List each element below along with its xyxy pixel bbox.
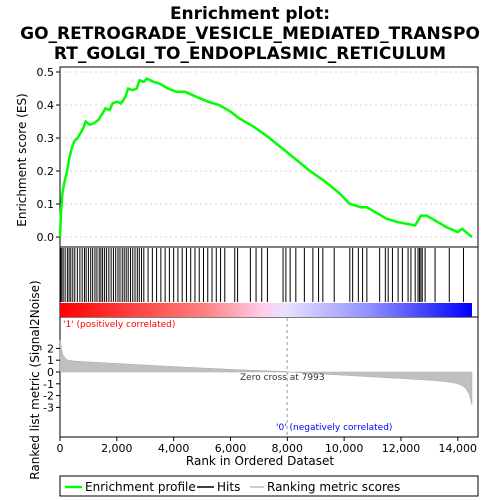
x-axis-label: Rank in Ordered Dataset xyxy=(186,454,334,468)
x-tick-label: 14,000 xyxy=(439,442,478,455)
es-tick-label: 0.4 xyxy=(37,99,55,112)
x-tick-label: 2,000 xyxy=(101,442,133,455)
metric-tick-label: -3 xyxy=(43,401,54,414)
enrichment-profile-line xyxy=(58,77,473,238)
metric-tick-label: -2 xyxy=(43,390,54,403)
chart-title-line1: Enrichment plot: xyxy=(170,4,330,24)
es-tick-label: 0.3 xyxy=(37,132,55,145)
negative-correlation-label: '0' (negatively correlated) xyxy=(276,423,392,433)
metric-tick-label: 2 xyxy=(47,342,54,355)
es-tick-label: 0.5 xyxy=(37,66,55,79)
metric-axis-label: Ranked list metric (Signal2Noise) xyxy=(28,280,42,479)
es-tick-label: 0.0 xyxy=(37,231,55,244)
metric-tick-label: 1 xyxy=(47,354,54,367)
legend-metric-label: Ranking metric scores xyxy=(267,480,400,494)
metric-tick-label: -1 xyxy=(43,378,54,391)
x-tick-label: 8,000 xyxy=(272,442,304,455)
x-tick-label: 6,000 xyxy=(215,442,247,455)
rank-color-bar xyxy=(60,303,472,317)
legend-box xyxy=(59,475,479,497)
es-tick-label: 0.2 xyxy=(37,165,55,178)
ranking-metric-area xyxy=(59,340,473,406)
legend-hits-label: Hits xyxy=(217,480,240,494)
x-tick-label: 0 xyxy=(57,442,64,455)
es-panel xyxy=(59,66,479,248)
zero-cross-label: Zero cross at 7993 xyxy=(240,373,325,383)
x-tick-label: 12,000 xyxy=(382,442,421,455)
positive-correlation-label: '1' (positively correlated) xyxy=(63,320,175,330)
metric-tick-label: 0 xyxy=(47,366,54,379)
es-tick-label: 0.1 xyxy=(37,198,55,211)
chart-title-line2: GO_RETROGRADE_VESICLE_MEDIATED_TRANSPO xyxy=(20,24,480,44)
legend-profile-label: Enrichment profile xyxy=(85,480,196,494)
x-tick-label: 4,000 xyxy=(158,442,190,455)
es-axis-label: Enrichment score (ES) xyxy=(15,93,29,226)
x-tick-label: 10,000 xyxy=(325,442,364,455)
chart-title-line3: RT_GOLGI_TO_ENDOPLASMIC_RETICULUM xyxy=(54,44,446,64)
